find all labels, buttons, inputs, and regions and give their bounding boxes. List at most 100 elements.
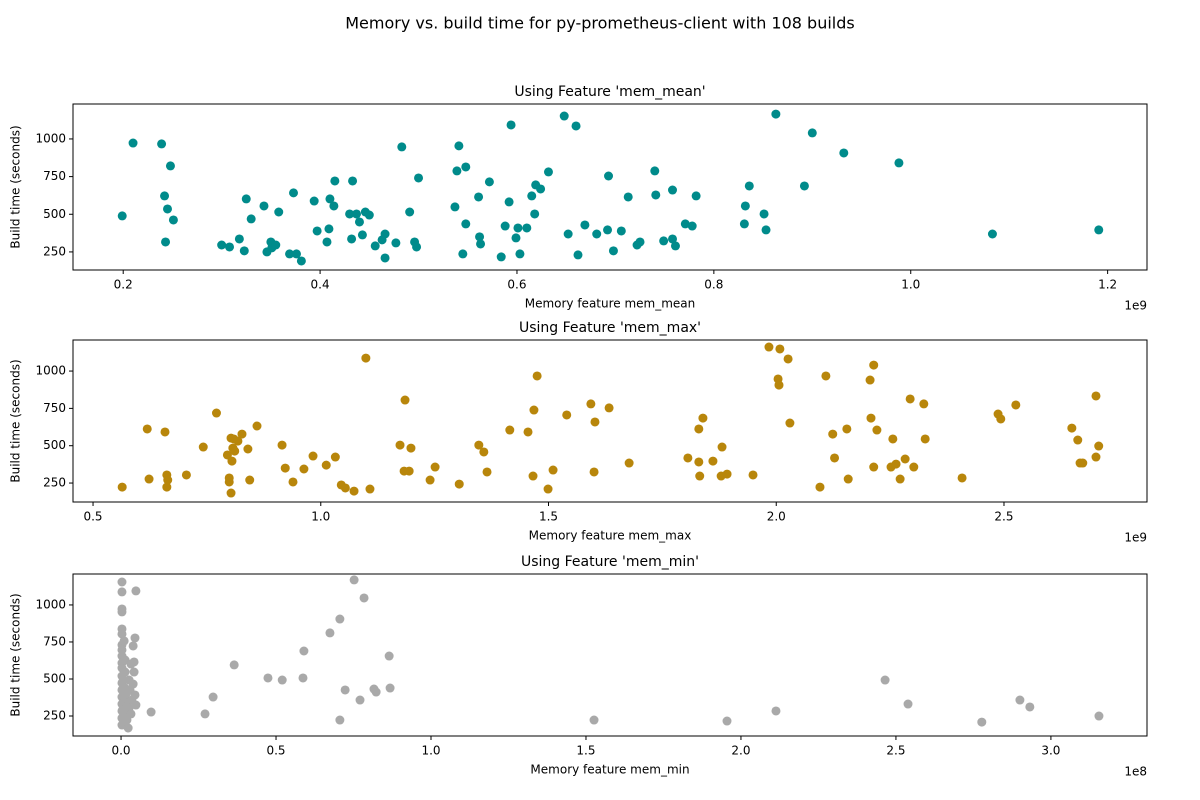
scatter-point [1078,458,1088,468]
scatter-point [479,447,489,457]
scatter-point [142,424,152,434]
x-tick-label: 1.5 [539,510,558,524]
scatter-point [1073,435,1083,445]
scatter-point [828,429,838,439]
scatter-point [559,111,569,121]
scatter-point [395,440,405,450]
scatter-point [903,699,913,709]
scatter-point [454,479,464,489]
scatter-point [222,450,232,460]
scatter-point [624,458,634,468]
scatter-point [340,685,350,695]
scatter-point [414,173,424,183]
x-tick-label: 2.5 [886,744,905,758]
scatter-point [573,250,583,260]
scatter-point [128,679,138,689]
scatter-point [230,446,240,456]
scatter-point [380,253,390,263]
y-tick-label: 500 [43,671,66,685]
scatter-point [163,475,173,485]
scatter-point [691,191,701,201]
scatter-point [345,209,355,219]
scatter-point [1091,452,1101,462]
y-tick-label: 1000 [35,364,66,378]
scatter-point [291,249,301,259]
scatter-point [246,214,256,224]
scatter-point [412,242,422,252]
scatter-point [130,690,140,700]
scatter-point [668,234,678,244]
y-tick-label: 500 [43,207,66,221]
y-tick-label: 1000 [35,597,66,611]
scatter-point [168,215,178,225]
scatter-point [355,695,365,705]
scatter-point [894,158,904,168]
y-tick-label: 1000 [35,131,66,145]
scatter-point [325,628,335,638]
scatter-point [474,440,484,450]
scatter-point [330,176,340,186]
scatter-point [243,444,253,454]
scatter-point [536,184,546,194]
y-tick-label: 250 [43,476,66,490]
scatter-point [650,166,660,176]
scatter-point [225,242,235,252]
axes-frame [72,339,1148,503]
scatter-point [571,121,581,131]
scatter-point [722,469,732,479]
scatter-point [131,586,141,596]
scatter-point [496,252,506,262]
scatter-point [504,197,514,207]
scatter-point [761,225,771,235]
scatter-point [406,443,416,453]
scatter-point [905,394,915,404]
scatter-point [528,471,538,481]
scatter-point [683,453,693,463]
scatter-point [181,470,191,480]
scatter-point [695,471,705,481]
x-axis-label: Memory feature mem_max [529,529,692,543]
scatter-point [1094,441,1104,451]
scatter-point [771,706,781,716]
scatter-point [371,687,381,697]
subplot-title: Using Feature 'mem_mean' [514,84,705,100]
x-offset-label: 1e9 [1124,531,1147,545]
x-offset-label: 1e8 [1124,765,1147,779]
scatter-point [146,707,156,717]
scatter-point [321,460,331,470]
y-tick-label: 500 [43,438,66,452]
scatter-point [234,234,244,244]
scatter-point [126,709,136,719]
scatter-point [475,232,485,242]
scatter-point [237,429,247,439]
scatter-point [891,459,901,469]
scatter-point [694,457,704,467]
scatter-point [335,614,345,624]
scatter-point [505,425,515,435]
scatter-point [312,226,322,236]
scatter-point [285,249,295,259]
x-tick-label: 1.2 [1098,278,1117,292]
scatter-point [308,451,318,461]
y-axis-label: Build time (seconds) [9,125,23,248]
x-tick-label: 0.5 [266,744,285,758]
scatter-point [119,636,129,646]
scatter-point [117,587,127,597]
x-tick-label: 0.2 [114,278,133,292]
scatter-point [506,120,516,130]
x-tick-label: 2.5 [994,510,1013,524]
scatter-point [397,142,407,152]
scatter-point [454,141,464,151]
scatter-point [977,717,987,727]
x-tick-label: 1.0 [901,278,920,292]
scatter-point [461,219,471,229]
scatter-point [764,342,774,352]
scatter-point [117,482,127,492]
scatter-point [474,192,484,202]
scatter-point [335,715,345,725]
scatter-point [130,633,140,643]
scatter-point [830,453,840,463]
scatter-point [330,452,340,462]
scatter-point [340,483,350,493]
scatter-point [131,700,141,710]
